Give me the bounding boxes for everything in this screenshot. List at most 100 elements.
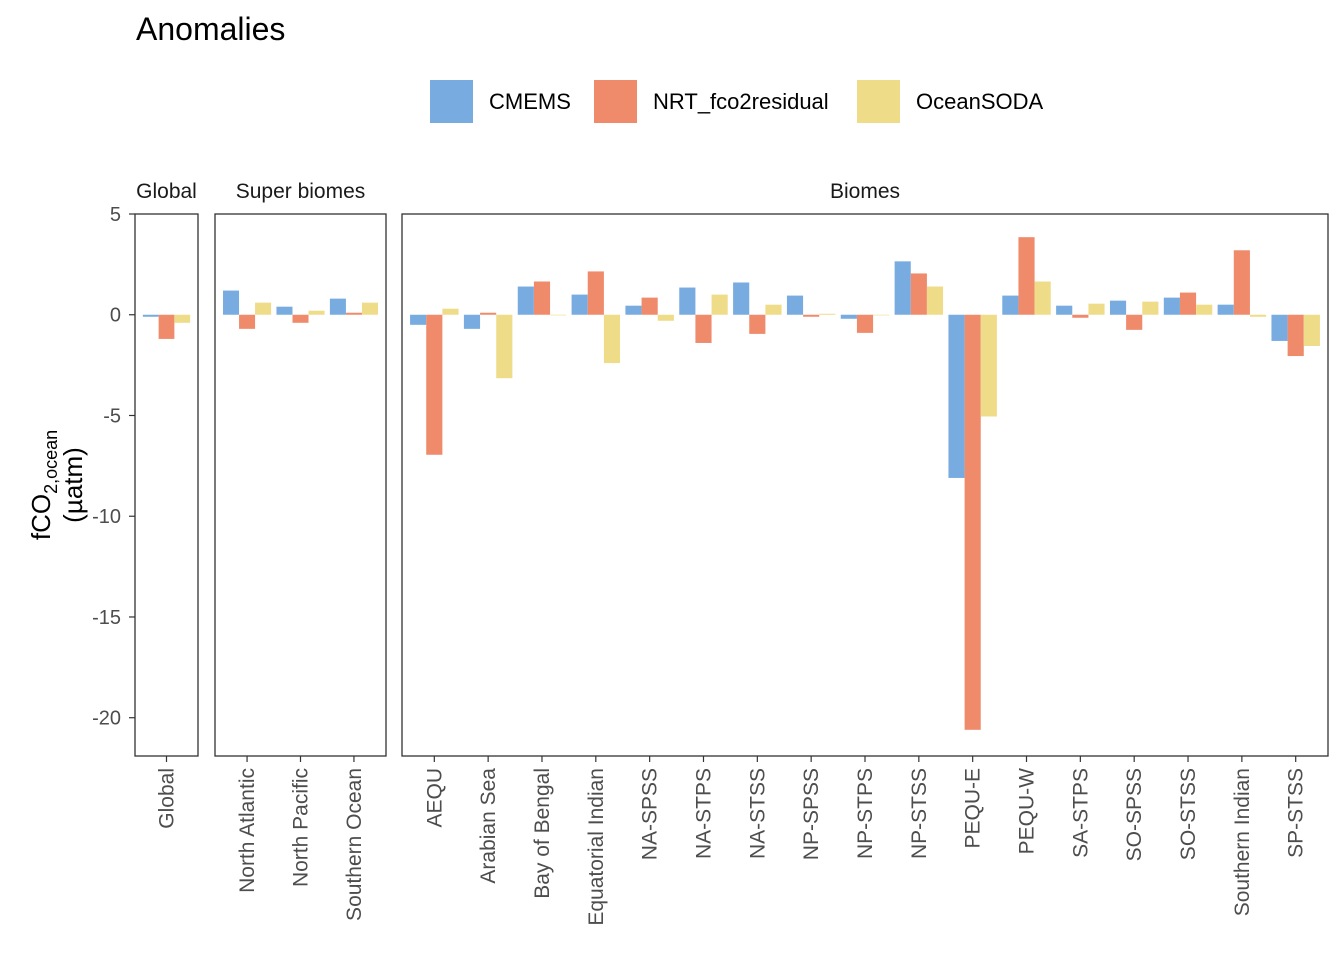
bar-oceansoda-southern-indian — [1249, 314, 1267, 317]
bar-oceansoda-so-stss — [1196, 304, 1213, 315]
svg-text:fCO2,ocean: fCO2,ocean — [26, 430, 61, 540]
x-tick-label-bay-of-bengal: Bay of Bengal — [531, 768, 554, 899]
legend-label-cmems: CMEMS — [489, 89, 571, 114]
bar-cmems-bay-of-bengal — [517, 286, 534, 315]
bar-oceansoda-so-spss — [1142, 301, 1159, 315]
bar-oceansoda-np-stss — [926, 286, 944, 315]
y-tick-label: 0 — [110, 305, 121, 327]
bar-cmems-so-stss — [1163, 297, 1180, 315]
bar-nrt-fco2residual-na-spss — [641, 297, 658, 315]
y-tick-label: -15 — [92, 607, 121, 629]
bar-cmems-na-stss — [733, 282, 750, 315]
bar-oceansoda-bay-of-bengal — [550, 314, 567, 316]
bar-nrt-fco2residual-na-stss — [749, 314, 766, 334]
bar-nrt-fco2residual-aequ — [426, 314, 443, 455]
y-axis-label: fCO2,ocean (µatm) — [26, 430, 88, 540]
bar-nrt-fco2residual-north-atlantic — [239, 314, 256, 329]
bar-cmems-north-atlantic — [223, 290, 240, 315]
bar-cmems-sa-stps — [1056, 305, 1073, 315]
y-tick-label: -20 — [92, 708, 121, 730]
x-tick-label-equatorial-indian: Equatorial Indian — [585, 768, 608, 926]
bar-cmems-equatorial-indian — [571, 294, 588, 315]
x-tick-label-sa-stps: SA-STPS — [1069, 768, 1092, 858]
bar-oceansoda-na-stps — [711, 294, 728, 315]
bar-nrt-fco2residual-southern-ocean — [345, 312, 362, 315]
bar-cmems-north-pacific — [276, 306, 293, 315]
y-axis: 5 0 -5 -10 -15 -20 — [92, 204, 135, 730]
bar-nrt-fco2residual-na-stps — [695, 314, 712, 343]
bar-nrt-fco2residual-global — [158, 314, 175, 339]
strip-label-biomes: Biomes — [830, 180, 900, 203]
bar-nrt-fco2residual-so-stss — [1179, 292, 1197, 315]
chart-title: Anomalies — [136, 11, 285, 47]
bar-oceansoda-pequ-e — [980, 314, 997, 417]
x-tick-label-sp-stss: SP-STSS — [1285, 768, 1308, 858]
bar-nrt-fco2residual-np-stss — [910, 273, 927, 315]
bar-oceansoda-np-spss — [819, 313, 836, 315]
y-tick-label: 5 — [110, 204, 121, 226]
x-tick-label-north-pacific: North Pacific — [290, 768, 313, 887]
x-tick-label-np-stps: NP-STPS — [854, 768, 877, 859]
bar-cmems-aequ — [410, 314, 427, 325]
bar-cmems-np-stps — [840, 314, 857, 319]
legend-label-nrt-fco2residual: NRT_fco2residual — [653, 89, 829, 114]
legend: CMEMS NRT_fco2residual OceanSODA — [430, 80, 1043, 123]
bar-oceansoda-np-stps — [873, 314, 890, 316]
chart-panels: Global Global Super biomes North Atlantic No… — [134, 180, 1329, 926]
bar-cmems-na-stps — [679, 287, 696, 315]
bar-oceansoda-north-pacific — [308, 310, 325, 315]
panel-border — [214, 213, 387, 757]
bar-cmems-southern-indian — [1217, 304, 1234, 315]
x-tick-label-so-spss: SO-SPSS — [1123, 768, 1146, 861]
bar-nrt-fco2residual-sp-stss — [1287, 314, 1304, 357]
bar-oceansoda-southern-ocean — [361, 302, 378, 315]
bar-oceansoda-pequ-w — [1034, 281, 1051, 315]
legend-label-oceansoda: OceanSODA — [916, 89, 1043, 114]
y-axis-label-main: fCO — [26, 494, 56, 540]
bar-cmems-pequ-w — [1002, 295, 1019, 315]
x-tick-label-aequ: AEQU — [423, 768, 446, 828]
strip-label-super-biomes: Super biomes — [236, 180, 366, 203]
bar-oceansoda-north-atlantic — [255, 302, 272, 315]
y-axis-label-unit: (µatm) — [58, 447, 88, 523]
bar-oceansoda-global — [174, 314, 191, 323]
x-tick-label-north-atlantic: North Atlantic — [236, 768, 259, 893]
bar-cmems-np-spss — [786, 295, 804, 315]
bar-nrt-fco2residual-so-spss — [1126, 314, 1143, 330]
bar-cmems-arabian-sea — [463, 314, 481, 329]
strip-label-global: Global — [136, 180, 197, 203]
x-tick-label-so-stss: SO-STSS — [1177, 768, 1200, 860]
bar-cmems-global — [142, 314, 159, 317]
bar-oceansoda-sa-stps — [1088, 303, 1105, 315]
x-tick-label-na-stps: NA-STPS — [692, 768, 715, 859]
bar-cmems-na-spss — [625, 305, 642, 315]
y-tick-label: -5 — [103, 405, 121, 427]
panel-border — [401, 213, 1329, 757]
bar-cmems-sp-stss — [1271, 314, 1288, 341]
x-tick-label-arabian-sea: Arabian Sea — [477, 768, 500, 884]
bar-nrt-fco2residual-np-stps — [856, 314, 874, 333]
x-tick-label-na-stss: NA-STSS — [746, 768, 769, 859]
panel-global: Global Global — [134, 180, 199, 829]
bar-nrt-fco2residual-southern-indian — [1233, 250, 1250, 315]
bar-nrt-fco2residual-north-pacific — [292, 314, 309, 323]
x-tick-label-global: Global — [156, 768, 179, 829]
bar-nrt-fco2residual-pequ-e — [964, 314, 981, 730]
bar-oceansoda-equatorial-indian — [603, 314, 621, 364]
x-tick-label-southern-indian: Southern Indian — [1231, 768, 1254, 916]
x-tick-label-np-spss: NP-SPSS — [800, 768, 823, 860]
bar-nrt-fco2residual-bay-of-bengal — [533, 281, 551, 315]
x-tick-label-southern-ocean: Southern Ocean — [343, 768, 366, 921]
bar-nrt-fco2residual-arabian-sea — [480, 312, 497, 315]
bar-cmems-pequ-e — [948, 314, 965, 478]
bar-nrt-fco2residual-equatorial-indian — [587, 271, 604, 315]
legend-key-oceansoda — [857, 80, 900, 123]
bar-oceansoda-sp-stss — [1303, 314, 1320, 346]
bar-cmems-southern-ocean — [329, 298, 346, 315]
y-tick-label: -10 — [92, 506, 121, 528]
bar-nrt-fco2residual-np-spss — [803, 314, 820, 317]
bar-oceansoda-aequ — [442, 308, 459, 315]
legend-key-cmems — [430, 80, 473, 123]
bar-oceansoda-arabian-sea — [496, 314, 513, 379]
